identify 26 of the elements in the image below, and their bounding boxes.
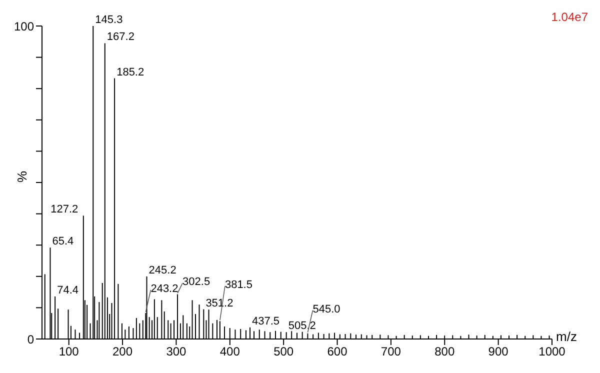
annotation: 245.2 bbox=[148, 264, 176, 276]
annotation: 243.2 bbox=[150, 283, 178, 296]
x-tick-label: 300 bbox=[166, 344, 187, 359]
x-axis-title: m/z bbox=[556, 329, 577, 344]
annotation: 302.5 bbox=[182, 276, 210, 288]
annotation: 545.0 bbox=[312, 303, 340, 316]
x-tick-label: 1000 bbox=[538, 344, 566, 359]
annotation: 74.4 bbox=[57, 284, 79, 296]
x-tick-label: 400 bbox=[220, 344, 240, 359]
x-tick-label: 900 bbox=[488, 344, 509, 359]
x-tick-label: 600 bbox=[327, 344, 348, 359]
annotation: 381.5 bbox=[224, 279, 252, 292]
x-tick-label: 200 bbox=[112, 344, 133, 359]
x-tick-label: 100 bbox=[58, 344, 80, 359]
x-tick-label: 500 bbox=[274, 344, 294, 359]
annotation: 127.2 bbox=[50, 204, 78, 216]
annotation: 145.3 bbox=[95, 14, 123, 26]
y-tick-label: 0 bbox=[27, 332, 34, 346]
annotation: 185.2 bbox=[116, 66, 144, 78]
y-axis-title: % bbox=[14, 170, 30, 182]
annotation: 65.4 bbox=[52, 236, 74, 248]
annotation: 167.2 bbox=[106, 31, 134, 44]
x-tick-label: 800 bbox=[434, 344, 455, 359]
annotation: 437.5 bbox=[252, 315, 280, 328]
text: 1.04e7 bbox=[551, 10, 588, 24]
x-tick-label: 700 bbox=[380, 344, 402, 359]
